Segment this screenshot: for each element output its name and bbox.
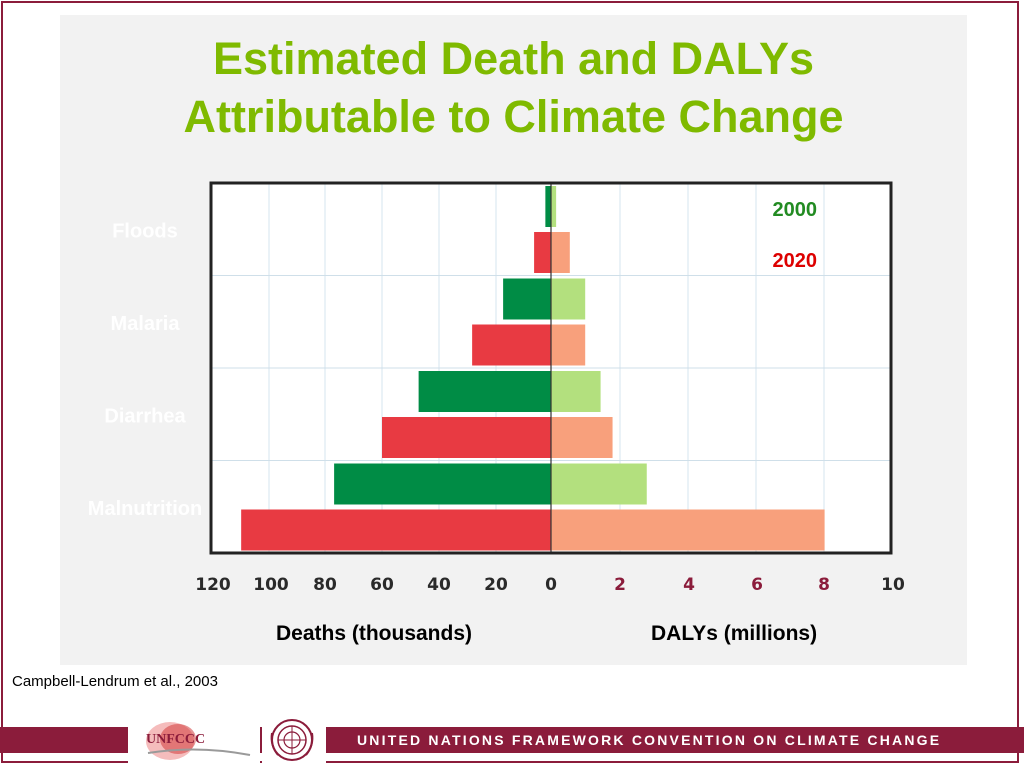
dalys-bar-diarrhea-2020	[551, 417, 613, 458]
deaths-tick-0: 0	[545, 575, 557, 595]
deaths-tick-60: 60	[370, 575, 394, 595]
category-label-malnutrition: Malnutrition	[88, 498, 202, 520]
dalys-tick-2: 2	[614, 575, 626, 595]
slide-title: Estimated Death and DALYs Attributable t…	[60, 30, 967, 146]
dalys-tick-4: 4	[683, 575, 695, 595]
dalys-tick-6: 6	[751, 575, 763, 595]
deaths-bar-diarrhea-2020	[382, 417, 551, 458]
title-line-1: Estimated Death and DALYs	[213, 33, 814, 84]
deaths-bar-floods-2000	[545, 186, 551, 227]
category-label-malaria: Malaria	[111, 313, 181, 335]
dalys-bar-malnutrition-2000	[551, 463, 647, 505]
category-label-diarrhea: Diarrhea	[104, 405, 186, 427]
deaths-axis-title: Deaths (thousands)	[276, 622, 473, 645]
plot-frame	[209, 181, 893, 555]
footer: UNFCCC UNITED NATIONS FRAMEWORK CONVENTI…	[0, 715, 1024, 765]
deaths-tick-80: 80	[313, 575, 337, 595]
dalys-bar-floods-2000	[551, 186, 557, 227]
deaths-tick-100: 100	[253, 575, 289, 595]
dalys-axis-title: DALYs (millions)	[651, 622, 818, 645]
dalys-bar-malaria-2000	[551, 278, 586, 320]
dalys-tick-8: 8	[818, 575, 830, 595]
dalys-bar-floods-2020	[551, 232, 570, 273]
deaths-tick-40: 40	[427, 575, 451, 595]
deaths-bar-malnutrition-2020	[241, 509, 551, 551]
title-line-2: Attributable to Climate Change	[183, 91, 844, 142]
legend-entry-2000: 2000	[773, 199, 818, 221]
deaths-bar-malnutrition-2000	[334, 463, 551, 505]
footer-organization-name: UNITED NATIONS FRAMEWORK CONVENTION ON C…	[357, 732, 942, 748]
deaths-tick-120: 120	[195, 575, 231, 595]
deaths-bar-malaria-2000	[503, 278, 551, 320]
deaths-bar-diarrhea-2000	[418, 371, 551, 412]
unfccc-logo-text: UNFCCC	[146, 732, 205, 747]
deaths-bar-malaria-2020	[472, 324, 551, 366]
dalys-bar-diarrhea-2000	[551, 371, 601, 412]
category-label-floods: Floods	[112, 220, 178, 242]
dalys-bar-malnutrition-2020	[551, 509, 825, 551]
un-emblem-icon	[262, 715, 326, 765]
source-citation: Campbell-Lendrum et al., 2003	[12, 673, 218, 690]
deaths-bar-floods-2020	[534, 232, 551, 273]
deaths-tick-20: 20	[484, 575, 508, 595]
dalys-tick-10: 10	[881, 575, 905, 595]
legend-entry-2020: 2020	[773, 250, 818, 272]
unfccc-logo: UNFCCC	[128, 715, 260, 765]
dalys-bar-malaria-2020	[551, 324, 586, 366]
